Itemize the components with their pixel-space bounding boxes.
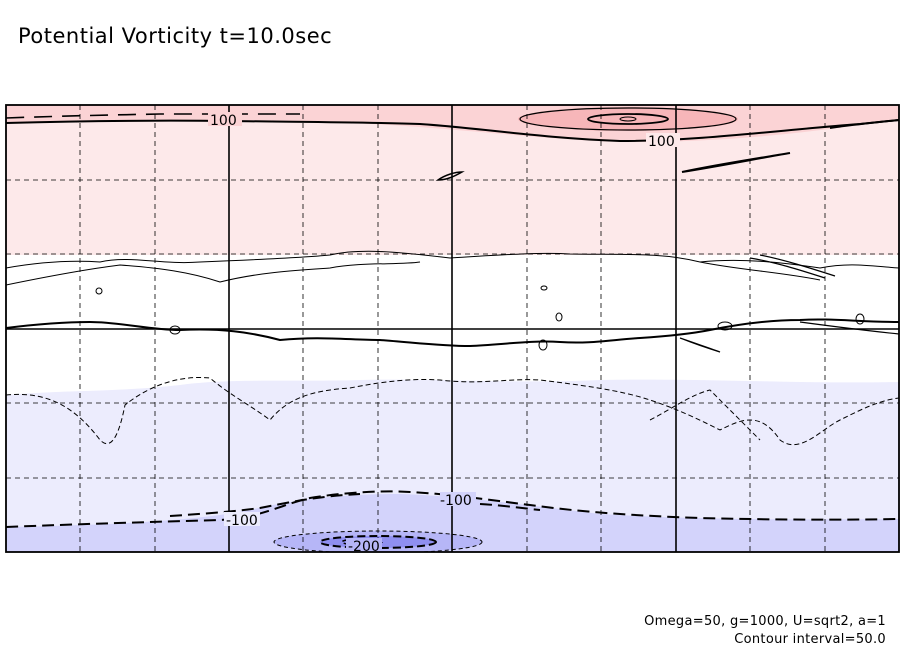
contour-small-2 bbox=[540, 285, 548, 291]
positive-contours bbox=[6, 107, 899, 353]
grid-dashed bbox=[6, 105, 899, 552]
contour-50-mid-lower bbox=[6, 261, 821, 286]
contour-250-top bbox=[619, 116, 637, 122]
label-neg200: -200 bbox=[348, 539, 380, 555]
contour-neg50 bbox=[6, 376, 899, 446]
contour-small-4 bbox=[169, 325, 181, 335]
contour-streak-mid-right bbox=[749, 254, 836, 279]
band-positive-core bbox=[588, 114, 668, 124]
contour-neg100-inner bbox=[169, 493, 541, 517]
contour-0-equator-b bbox=[679, 321, 899, 353]
contour-small-5 bbox=[538, 339, 548, 351]
contour-small-1 bbox=[95, 287, 103, 295]
contour-neg100 bbox=[6, 490, 899, 528]
chart-title: Potential Vorticity t=10.0sec bbox=[18, 24, 333, 48]
contour-100-top bbox=[6, 119, 899, 143]
contour-small-7 bbox=[717, 321, 733, 331]
contour-0-equator bbox=[6, 318, 899, 348]
contour-50-mid bbox=[6, 250, 899, 269]
contour-streak-top-right bbox=[829, 119, 899, 129]
contour-interval-note: Contour interval=50.0 bbox=[734, 632, 886, 647]
contour-neg150 bbox=[273, 530, 483, 552]
label-neg100-lower-mid: -100 bbox=[440, 493, 472, 509]
negative-contours bbox=[6, 376, 899, 552]
contour-small-3 bbox=[555, 312, 563, 322]
contour-dash-top bbox=[6, 113, 300, 119]
plot-frame bbox=[5, 104, 900, 553]
contour-streak-right bbox=[681, 152, 791, 173]
label-100-upper-right: 100 bbox=[648, 134, 675, 150]
contour-neg200 bbox=[319, 535, 437, 549]
parameters-note: Omega=50, g=1000, U=sqrt2, a=1 bbox=[644, 614, 886, 629]
label-100-upper-left: 100 bbox=[210, 113, 237, 129]
contour-small-6 bbox=[855, 313, 865, 325]
contour-150-top bbox=[519, 107, 737, 131]
contour-neg50-b bbox=[649, 389, 761, 441]
contour-200-top bbox=[587, 113, 669, 125]
contour-small-blob bbox=[435, 171, 465, 181]
contour-labels: 100 100 -100 -100 -200 bbox=[208, 112, 680, 555]
label-neg100-lower-left: -100 bbox=[226, 513, 258, 529]
